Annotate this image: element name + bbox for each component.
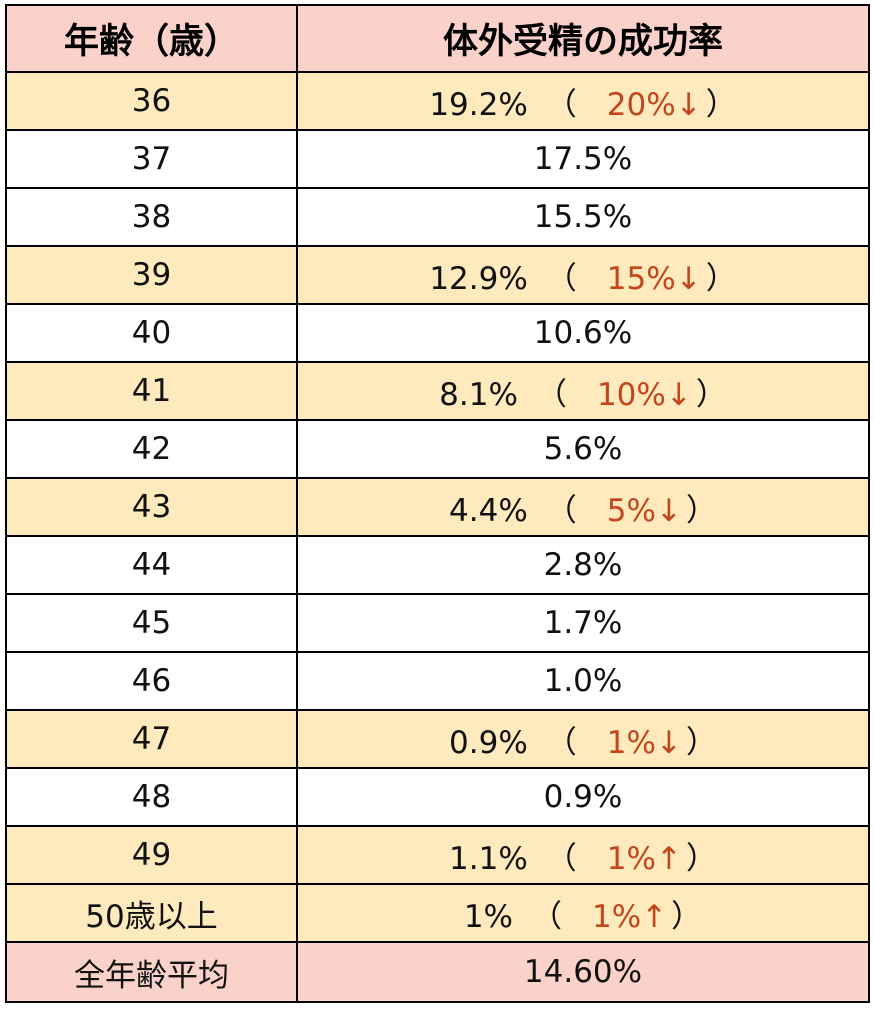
age-cell: 39: [5, 245, 298, 305]
rate-cell: 5.6%: [296, 419, 870, 479]
age-cell: 41: [5, 361, 298, 421]
table-row: 37 17.5%: [5, 129, 870, 189]
age-cell: 40: [5, 303, 298, 363]
close-paren: ）: [705, 260, 737, 297]
age-cell: 48: [5, 767, 298, 827]
rate-value: 0.9%: [449, 724, 528, 761]
rate-value: 17.5%: [533, 141, 633, 177]
table-row: 36 19.2% （ 20%↓）: [5, 71, 870, 131]
rate-value: 4.4%: [449, 492, 528, 529]
age-cell: 38: [5, 187, 298, 247]
rate-cell: 0.9%: [296, 767, 870, 827]
open-paren: （: [545, 492, 577, 529]
rate-value: 0.9%: [543, 779, 623, 815]
age-column-header: 年齢（歳）: [5, 4, 298, 73]
close-paren: ）: [695, 376, 727, 413]
open-paren: （: [531, 898, 563, 935]
ivf-success-rate-table: 年齢（歳） 体外受精の成功率 36 19.2% （20%↓） 37 17.5% 38 15.…: [5, 4, 870, 1003]
table-row: 44 2.8%: [5, 535, 870, 595]
close-paren: ）: [671, 898, 703, 935]
rate-value: 1%: [463, 898, 514, 935]
rate-value: 15.5%: [533, 199, 633, 235]
table-row: 50歳以上 1% （ 1%↑）: [5, 883, 870, 943]
rate-cell: 19.2% （ 20%↓）: [296, 71, 870, 131]
age-cell: 43: [5, 477, 298, 537]
table-row: 40 10.6%: [5, 303, 870, 363]
table-row: 46 1.0%: [5, 651, 870, 711]
previous-rate-note: 10%↓: [596, 376, 692, 413]
previous-rate-note: 1%↓: [606, 724, 682, 761]
close-paren: ）: [705, 86, 737, 123]
table-row: 48 0.9%: [5, 767, 870, 827]
rate-value: 2.8%: [543, 547, 623, 583]
table-row: 49 1.1% （ 1%↑）: [5, 825, 870, 885]
table-body: 36 19.2% （20%↓） 37 17.5% 38 15.5% 39 12.9% （15%↓）…: [5, 71, 870, 943]
table-row: 43 4.4% （ 5%↓）: [5, 477, 870, 537]
average-value: 14.60%: [296, 941, 870, 1003]
close-paren: ）: [685, 492, 717, 529]
average-row: 全年齢平均 14.60%: [5, 941, 870, 1003]
rate-value: 8.1%: [439, 376, 518, 413]
rate-cell: 1% （ 1%↑）: [296, 883, 870, 943]
open-paren: （: [545, 260, 577, 297]
previous-rate-note: 20%↓: [606, 86, 702, 123]
rate-cell: 1.1% （ 1%↑）: [296, 825, 870, 885]
previous-rate-note: 1%↑: [592, 898, 668, 935]
rate-cell: 0.9% （ 1%↓）: [296, 709, 870, 769]
age-cell: 36: [5, 71, 298, 131]
previous-rate-note: 15%↓: [606, 260, 702, 297]
rate-cell: 8.1% （ 10%↓）: [296, 361, 870, 421]
open-paren: （: [545, 724, 577, 761]
rate-value: 19.2%: [429, 86, 528, 123]
close-paren: ）: [685, 840, 717, 877]
table-header-row: 年齢（歳） 体外受精の成功率: [5, 4, 870, 73]
rate-cell: 12.9% （ 15%↓）: [296, 245, 870, 305]
age-cell: 46: [5, 651, 298, 711]
table-row: 41 8.1% （ 10%↓）: [5, 361, 870, 421]
rate-cell: 15.5%: [296, 187, 870, 247]
average-label: 全年齢平均: [5, 941, 298, 1003]
age-cell: 42: [5, 419, 298, 479]
table-row: 39 12.9% （ 15%↓）: [5, 245, 870, 305]
rate-value: 10.6%: [533, 315, 633, 351]
rate-cell: 4.4% （ 5%↓）: [296, 477, 870, 537]
age-cell: 37: [5, 129, 298, 189]
table-row: 47 0.9% （ 1%↓）: [5, 709, 870, 769]
table-row: 38 15.5%: [5, 187, 870, 247]
rate-value: 1.0%: [543, 663, 623, 699]
rate-value: 12.9%: [429, 260, 528, 297]
table-row: 45 1.7%: [5, 593, 870, 653]
rate-cell: 1.0%: [296, 651, 870, 711]
rate-cell: 10.6%: [296, 303, 870, 363]
age-cell: 47: [5, 709, 298, 769]
rate-value: 1.1%: [449, 840, 528, 877]
previous-rate-note: 1%↑: [606, 840, 682, 877]
open-paren: （: [545, 840, 577, 877]
age-cell: 44: [5, 535, 298, 595]
rate-cell: 1.7%: [296, 593, 870, 653]
open-paren: （: [545, 86, 577, 123]
previous-rate-note: 5%↓: [606, 492, 682, 529]
close-paren: ）: [685, 724, 717, 761]
open-paren: （: [535, 376, 567, 413]
table-row: 42 5.6%: [5, 419, 870, 479]
age-cell: 45: [5, 593, 298, 653]
rate-cell: 2.8%: [296, 535, 870, 595]
rate-value: 5.6%: [543, 431, 623, 467]
age-cell: 49: [5, 825, 298, 885]
rate-cell: 17.5%: [296, 129, 870, 189]
rate-value: 1.7%: [543, 605, 623, 641]
age-cell: 50歳以上: [5, 883, 298, 943]
rate-column-header: 体外受精の成功率: [296, 4, 870, 73]
